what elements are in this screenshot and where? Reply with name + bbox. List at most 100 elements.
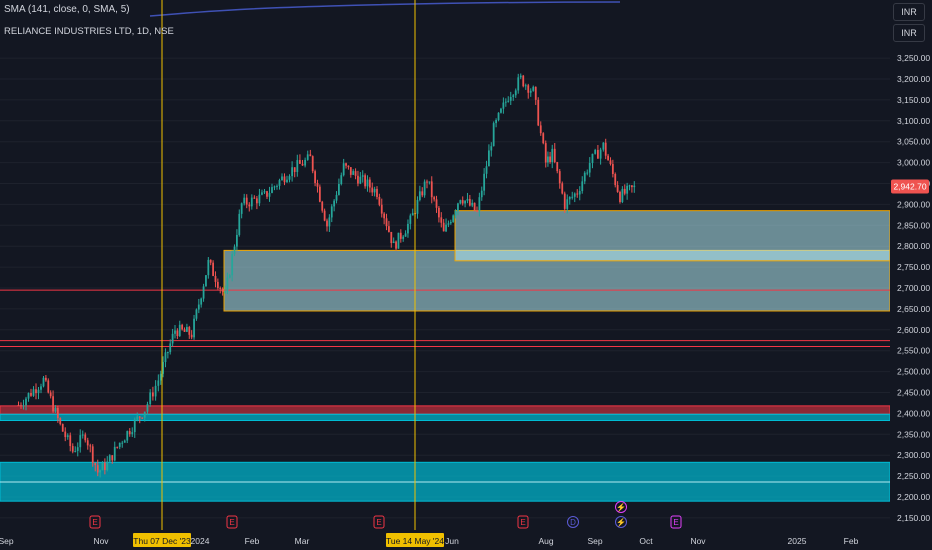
price-tick-label: 2,850.00 xyxy=(897,220,930,230)
candle-body xyxy=(366,179,369,187)
price-axis[interactable]: 3,250.00 3,200.00 3,150.00 3,100.00 3,050.00… xyxy=(890,0,932,550)
candle-body xyxy=(483,173,486,191)
candle-body xyxy=(631,185,633,188)
candle-body xyxy=(71,446,74,452)
candle-body xyxy=(633,185,636,188)
time-tick-label: Sep xyxy=(0,536,14,546)
candle-body xyxy=(421,191,424,196)
candle-body xyxy=(149,392,152,405)
price-axis-bg xyxy=(890,0,932,550)
candle-body xyxy=(273,186,276,188)
zones-layer xyxy=(0,210,891,502)
time-axis-bg xyxy=(0,531,890,550)
currency-badge-top[interactable]: INR xyxy=(893,3,925,21)
crosshair-lines xyxy=(161,0,416,530)
candle-body xyxy=(438,207,440,218)
candle-body xyxy=(261,192,263,195)
candle-body xyxy=(338,183,340,195)
candle-body xyxy=(207,259,210,276)
candle-body xyxy=(143,411,146,418)
candle-body xyxy=(402,236,405,239)
candle-body xyxy=(464,200,466,204)
event-markers: E E E E D ⚡ ⚡ E xyxy=(89,501,682,529)
price-tick-label: 3,100.00 xyxy=(897,116,930,126)
candle-body xyxy=(476,210,478,212)
candle-body xyxy=(268,192,271,197)
zone-rect xyxy=(454,210,891,262)
candle-body xyxy=(478,197,481,212)
candle-body xyxy=(568,196,571,200)
event-marker-label: E xyxy=(520,518,525,527)
candle-body xyxy=(623,188,626,194)
candle-body xyxy=(25,398,27,406)
price-tick-label: 2,450.00 xyxy=(897,388,930,398)
candle-body xyxy=(253,197,256,199)
time-axis[interactable]: Sep Nov Thu 07 Dec '23 2024 Feb Mar Tue 14 May… xyxy=(0,531,890,550)
candle-body xyxy=(159,373,162,381)
price-tick-label: 2,800.00 xyxy=(897,241,930,251)
candle-body xyxy=(221,288,224,292)
candle-body xyxy=(99,470,102,473)
candle-body xyxy=(176,330,179,337)
candle-body xyxy=(524,85,527,87)
event-marker xyxy=(615,516,627,528)
price-tick-label: 2,650.00 xyxy=(897,304,930,314)
candle-body xyxy=(364,175,366,187)
price-tick-label: 3,000.00 xyxy=(897,158,930,168)
candle-body xyxy=(166,352,169,354)
candle-body xyxy=(626,185,629,194)
candle-body xyxy=(573,193,576,197)
candle-body xyxy=(539,125,542,134)
candle-body xyxy=(216,281,219,288)
candle-body xyxy=(512,95,515,97)
candle-body xyxy=(390,231,393,244)
price-tick-label: 2,400.00 xyxy=(897,408,930,418)
candle-body xyxy=(495,120,497,124)
candle-body xyxy=(517,77,520,91)
price-tick-label: 2,700.00 xyxy=(897,283,930,293)
candle-body xyxy=(507,100,510,102)
time-tick-label: 2024 xyxy=(191,536,210,546)
candle-body xyxy=(519,75,522,78)
zone-rect xyxy=(0,405,891,415)
candle-body xyxy=(359,176,362,184)
candle-body xyxy=(32,389,35,396)
candle-body xyxy=(304,159,307,166)
candle-body xyxy=(604,142,607,156)
candle-body xyxy=(335,194,338,201)
candle-body xyxy=(378,196,381,205)
candle-body xyxy=(183,329,186,332)
candle-body xyxy=(328,217,331,227)
event-marker xyxy=(567,516,579,528)
zone-rect xyxy=(0,413,891,422)
candle-body xyxy=(209,259,212,263)
time-tick-label: Tue 14 May '24 xyxy=(386,536,444,546)
indicator-legend[interactable]: SMA (141, close, 0, SMA, 5) xyxy=(4,4,130,15)
candle-body xyxy=(228,275,231,278)
candle-body xyxy=(219,287,222,289)
candle-body xyxy=(271,187,273,193)
candle-body xyxy=(454,210,457,216)
currency-badge[interactable]: INR xyxy=(893,24,925,42)
time-tick-label: Mar xyxy=(295,536,310,546)
candle-body xyxy=(56,407,59,419)
candle-body xyxy=(399,232,402,239)
candle-body xyxy=(553,148,556,163)
candle-body xyxy=(563,193,566,209)
time-tick-label: Feb xyxy=(844,536,859,546)
price-tick-label: 2,550.00 xyxy=(897,346,930,356)
candle-body xyxy=(195,309,198,319)
candle-body xyxy=(509,96,512,101)
candle-body xyxy=(245,197,248,205)
candle-body xyxy=(311,156,314,172)
candle-body xyxy=(318,186,321,202)
candle-body xyxy=(326,220,328,227)
candle-body xyxy=(54,407,57,412)
candle-body xyxy=(94,463,97,466)
time-tick-label: Thu 07 Dec '23 xyxy=(133,536,191,546)
candle-body xyxy=(461,200,464,204)
candle-body xyxy=(544,143,547,163)
candle-body xyxy=(588,162,591,173)
time-tick-label: Nov xyxy=(690,536,706,546)
